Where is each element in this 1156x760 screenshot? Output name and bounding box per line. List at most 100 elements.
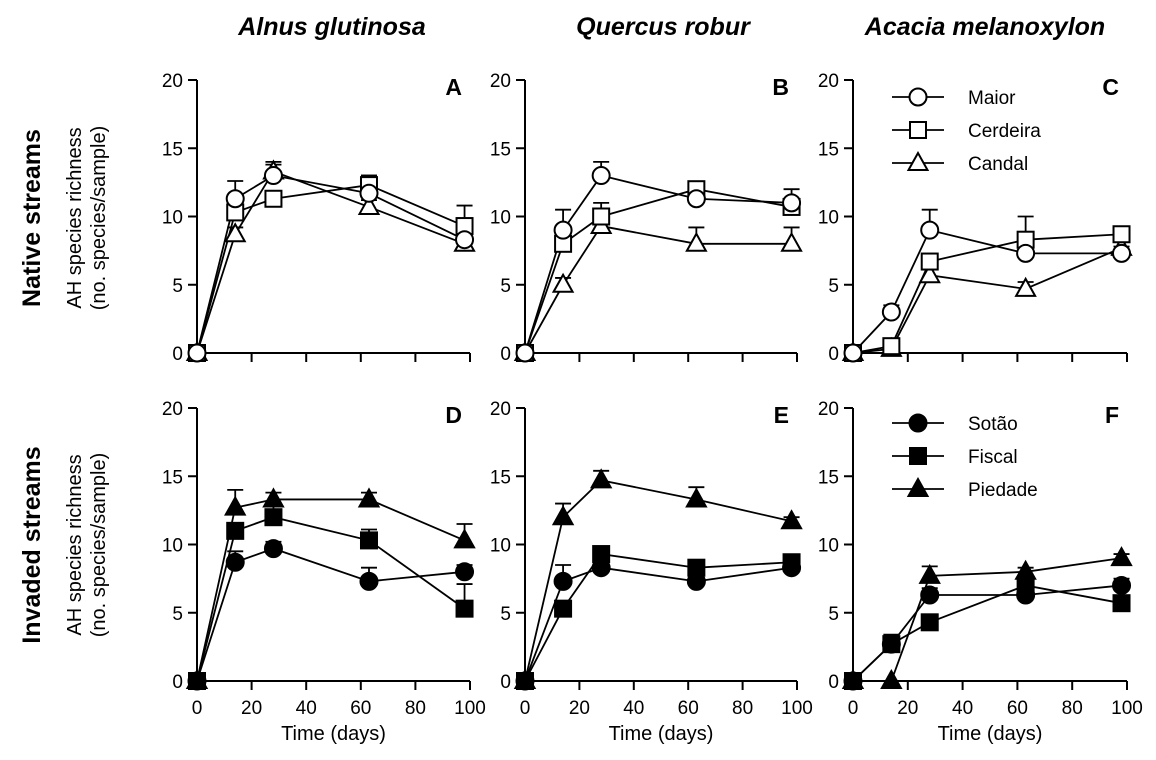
y-tick-label: 15 [162, 467, 183, 488]
x-tick-label: 40 [952, 698, 973, 719]
panel-b: 0 5 10 15 20 B [490, 71, 803, 365]
panel-e: 0 5 10 15 20 0 20 40 60 80 100 Time (days) E [490, 399, 813, 745]
data-point-sotão [553, 571, 573, 591]
y-tick-label: 20 [818, 71, 839, 92]
series-line-fiscal [196, 516, 466, 682]
data-point-sotão [782, 558, 802, 578]
row-title-native: Native streams [18, 129, 46, 307]
data-point-cerdeira [592, 207, 611, 226]
x-tick-label: 100 [454, 698, 486, 719]
x-axis-label: Time (days) [281, 723, 386, 745]
data-point-maior [686, 189, 706, 209]
y-axis-label-invaded-line2: (no. species/sample) [88, 453, 110, 638]
legend-marker-cerdeira [909, 121, 927, 139]
data-point-fiscal [359, 531, 378, 550]
legend-label: Fiscal [968, 447, 1018, 468]
data-point-fiscal [1112, 594, 1131, 613]
panel-letter: C [1102, 74, 1119, 100]
x-tick-label: 20 [569, 698, 590, 719]
data-point-maior [881, 302, 901, 322]
data-point-piedade [589, 468, 613, 489]
data-point-piedade [357, 487, 381, 508]
column-title-acacia: Acacia melanoxylon [864, 13, 1105, 41]
data-point-sotão [843, 671, 863, 691]
x-tick-label: 20 [241, 698, 262, 719]
data-point-sotão [455, 562, 475, 582]
y-tick-label: 0 [500, 672, 511, 693]
data-point-candal [357, 194, 381, 215]
legend-label: Cerdeira [968, 121, 1041, 142]
x-tick-label: 40 [296, 698, 317, 719]
y-tick-label: 10 [162, 208, 183, 229]
data-point-candal [224, 222, 247, 243]
y-tick-label: 0 [828, 672, 839, 693]
data-point-cerdeira [1112, 225, 1131, 244]
data-point-candal [918, 263, 941, 284]
y-tick-label: 20 [490, 71, 511, 92]
y-tick-label: 10 [490, 208, 511, 229]
data-point-piedade [224, 495, 247, 516]
x-tick-label: 0 [848, 698, 859, 719]
y-tick-label: 5 [500, 276, 511, 297]
data-point-maior [515, 343, 535, 363]
data-point-maior [1016, 243, 1036, 263]
panel-c: 0 5 10 15 20 C Maior Cerdeira Candal [818, 71, 1133, 365]
data-point-sotão [263, 539, 283, 559]
data-point-piedade [880, 668, 903, 689]
data-point-sotão [1112, 575, 1132, 595]
y-tick-label: 20 [818, 399, 839, 420]
series-line-fiscal [852, 584, 1122, 682]
legend-marker-fiscal [909, 447, 927, 465]
data-point-maior [1112, 243, 1132, 263]
data-point-sotão [359, 571, 379, 591]
data-point-sotão [515, 671, 535, 691]
y-tick-label: 0 [172, 672, 183, 693]
series-line-maior [524, 174, 792, 354]
y-tick-label: 15 [490, 139, 511, 160]
data-point-fiscal [264, 508, 283, 527]
y-tick-label: 10 [490, 536, 511, 557]
legend-marker-maior [908, 87, 928, 107]
data-point-maior [359, 183, 379, 203]
series-line-cerdeira [524, 188, 792, 354]
legend-marker-sotão [908, 413, 928, 433]
data-point-cerdeira [920, 252, 939, 271]
data-point-piedade [918, 563, 941, 584]
series-line-cerdeira [852, 233, 1122, 354]
x-tick-label: 0 [520, 698, 531, 719]
data-point-piedade [262, 487, 285, 508]
y-tick-label: 10 [162, 536, 183, 557]
x-tick-label: 60 [1007, 698, 1028, 719]
panel-d: 0 5 10 15 20 0 20 40 60 80 100 Time (days) D [162, 399, 486, 745]
data-point-sotão [881, 634, 901, 654]
legend-label: Maior [968, 88, 1016, 109]
data-point-piedade [453, 528, 476, 549]
y-tick-label: 5 [828, 276, 839, 297]
x-tick-label: 20 [897, 698, 918, 719]
data-point-candal [780, 231, 803, 252]
data-point-piedade [780, 509, 803, 530]
row-title-invaded: Invaded streams [18, 446, 46, 643]
panel-f: 0 5 10 15 20 0 20 40 60 80 100 Time (days) F Sotão Fis… [818, 399, 1143, 745]
y-axis-label-native-line2: (no. species/sample) [88, 126, 110, 311]
data-point-fiscal [920, 613, 939, 632]
x-tick-label: 100 [1111, 698, 1143, 719]
panel-letter: F [1105, 402, 1119, 428]
x-tick-label: 80 [405, 698, 426, 719]
data-point-sotão [187, 671, 207, 691]
data-point-maior [263, 166, 283, 186]
panel-letter: E [774, 402, 789, 428]
x-axis-label: Time (days) [609, 723, 714, 745]
data-point-maior [843, 343, 863, 363]
y-tick-label: 0 [828, 344, 839, 365]
y-tick-label: 5 [828, 604, 839, 625]
y-tick-label: 15 [818, 139, 839, 160]
y-tick-label: 15 [818, 467, 839, 488]
data-point-piedade [551, 505, 575, 526]
y-tick-label: 15 [490, 467, 511, 488]
x-tick-label: 100 [781, 698, 813, 719]
series-line-piedade [853, 557, 1122, 682]
legend-label: Piedade [968, 480, 1038, 501]
y-tick-label: 20 [162, 399, 183, 420]
